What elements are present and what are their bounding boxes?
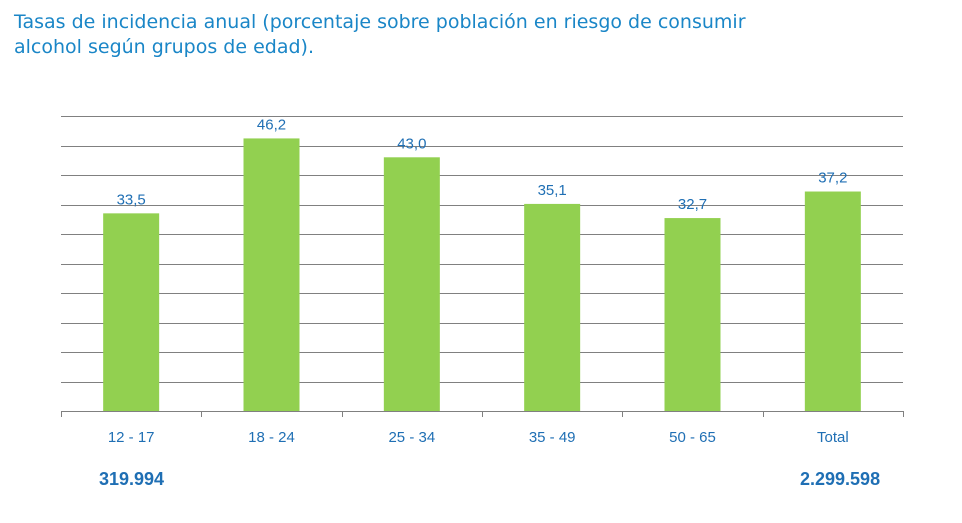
bar: [524, 203, 581, 411]
data-label: 35,1: [538, 182, 567, 199]
x-tick-label: 50 - 65: [669, 429, 716, 446]
footer-count-left: 319.994: [99, 469, 165, 489]
x-tick-label: 12 - 17: [108, 429, 155, 446]
bar: [383, 157, 440, 411]
x-tick-label: 18 - 24: [248, 429, 295, 446]
data-label: 43,0: [397, 135, 426, 152]
data-label: 37,2: [818, 170, 847, 187]
bar: [103, 213, 160, 411]
chart-title: Tasas de incidencia anual (porcentaje so…: [14, 10, 944, 60]
x-tick-label: Total: [817, 429, 849, 446]
footer-count-total: 2.299.598: [800, 469, 881, 489]
x-tick-label: 35 - 49: [529, 429, 576, 446]
data-label: 46,2: [257, 116, 286, 133]
bar: [804, 191, 861, 411]
chart-title-line-2: alcohol según grupos de edad).: [14, 36, 314, 58]
bar: [243, 138, 300, 412]
data-label: 32,7: [678, 196, 707, 213]
data-label: 33,5: [117, 191, 146, 208]
chart-title-line-1: Tasas de incidencia anual (porcentaje so…: [14, 11, 746, 33]
bar: [664, 218, 721, 411]
x-tick-label: 25 - 34: [388, 429, 435, 446]
